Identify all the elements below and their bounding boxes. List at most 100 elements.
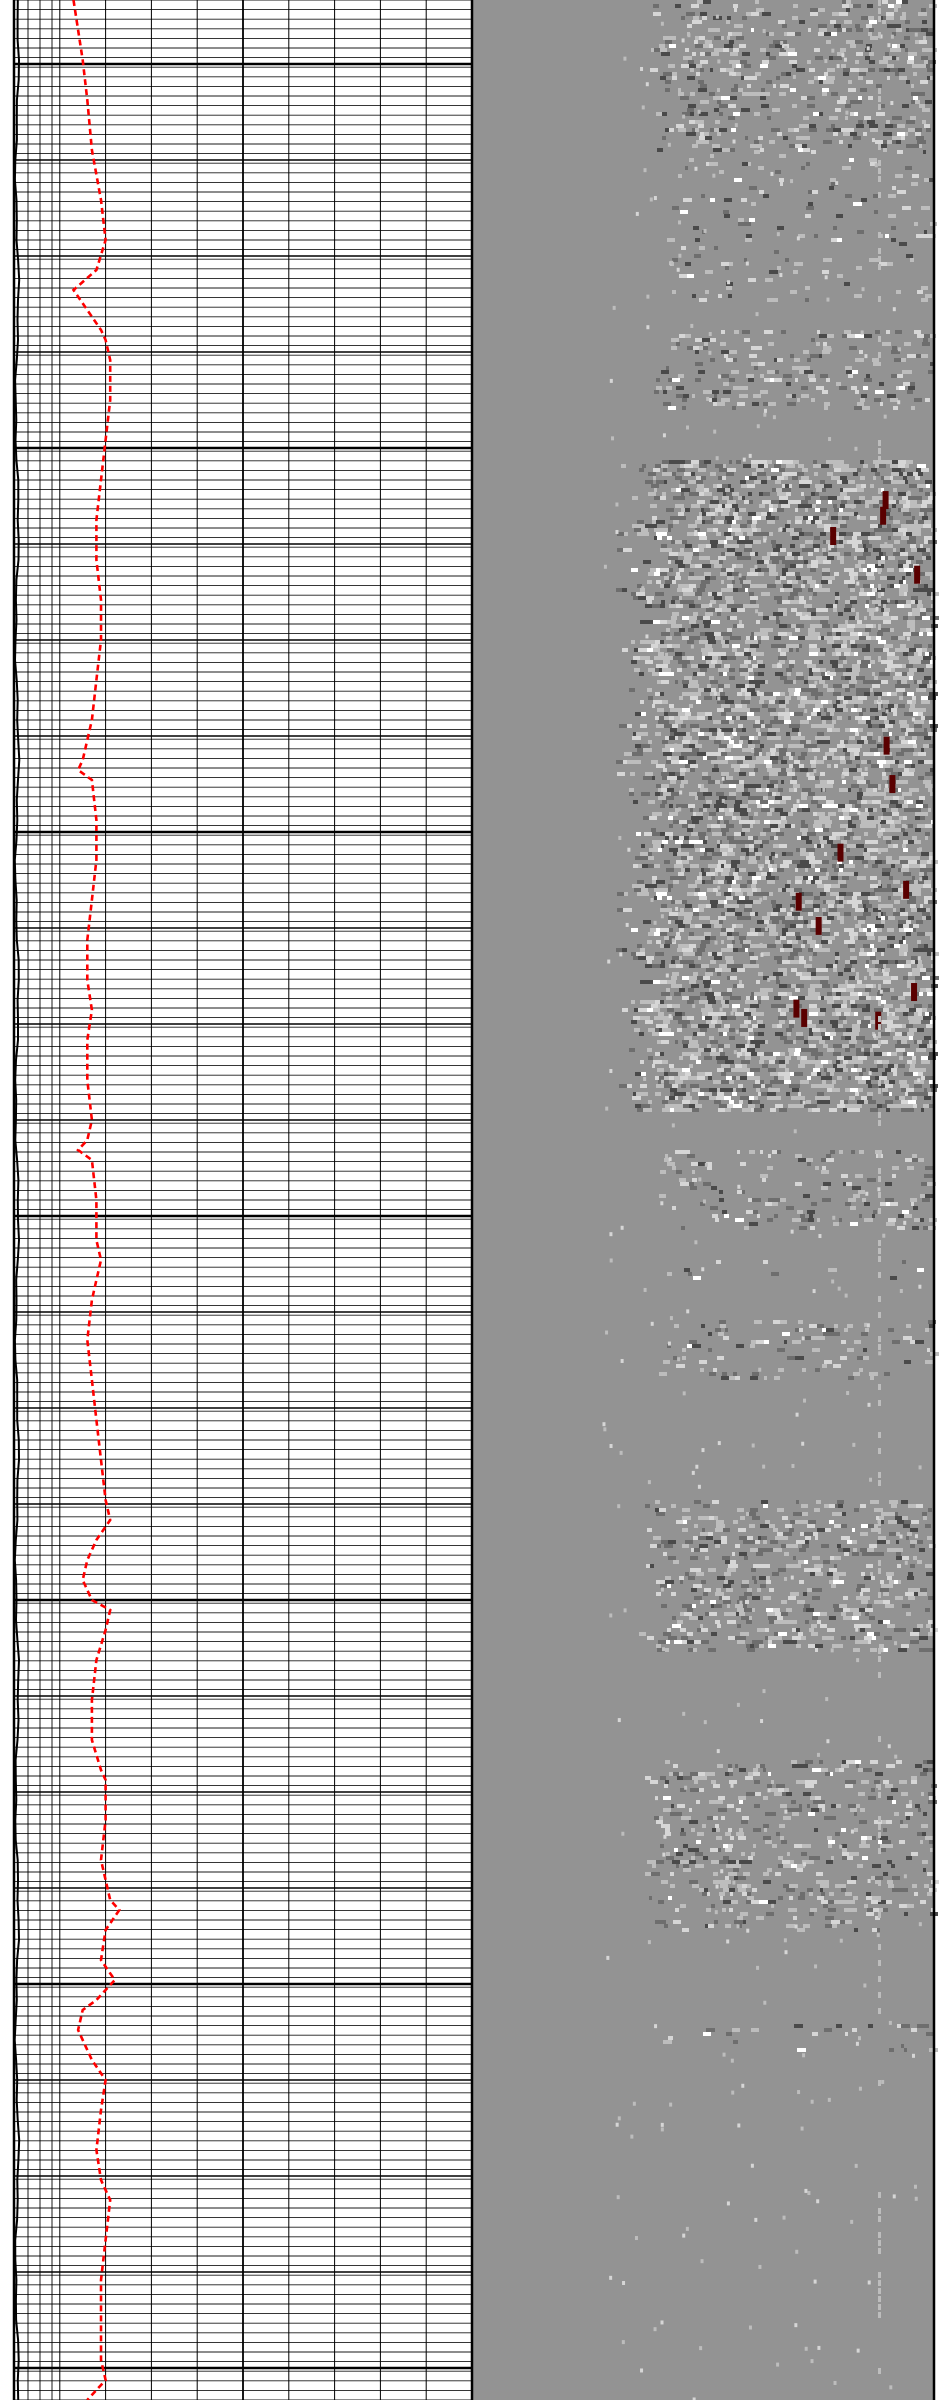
- image-pixel: [924, 944, 928, 948]
- image-pixel: [748, 836, 753, 840]
- image-pixel: [817, 1100, 823, 1104]
- image-pixel: [723, 464, 726, 468]
- image-pixel: [742, 728, 746, 732]
- image-pixel: [790, 354, 794, 358]
- image-pixel: [658, 644, 667, 648]
- image-pixel: [751, 464, 758, 468]
- image-pixel: [834, 508, 839, 512]
- image-pixel: [780, 812, 788, 816]
- image-pixel: [792, 912, 800, 916]
- image-pixel: [796, 68, 805, 72]
- image-pixel: [682, 664, 687, 668]
- image-pixel: [917, 572, 925, 576]
- image-pixel: [912, 516, 915, 520]
- image-pixel: [768, 696, 776, 700]
- image-pixel: [771, 1004, 779, 1008]
- image-pixel: [708, 780, 715, 784]
- image-pixel: [903, 648, 909, 652]
- image-pixel: [874, 648, 883, 652]
- image-pixel: [680, 784, 684, 788]
- image-pixel: [766, 876, 775, 880]
- image-pixel: [879, 1032, 886, 1036]
- image-pixel: [717, 88, 720, 92]
- image-pixel: [807, 772, 814, 776]
- image-pixel: [895, 1096, 899, 1100]
- image-pixel: [742, 162, 748, 166]
- image-pixel: [695, 564, 702, 568]
- image-pixel: [891, 616, 898, 620]
- image-pixel: [855, 984, 859, 988]
- image-pixel: [811, 492, 815, 496]
- image-pixel: [662, 472, 667, 476]
- image-pixel: [837, 52, 844, 56]
- image-pixel: [781, 330, 786, 334]
- image-pixel: [693, 812, 696, 816]
- image-pixel: [828, 552, 833, 556]
- image-pixel: [888, 960, 895, 964]
- image-pixel: [745, 888, 752, 892]
- image-pixel: [890, 944, 894, 948]
- image-pixel: [689, 976, 697, 980]
- image-pixel: [629, 792, 634, 796]
- image-pixel: [919, 684, 927, 688]
- image-pixel: [716, 808, 719, 812]
- image-pixel: [660, 980, 667, 984]
- image-pixel: [883, 140, 887, 144]
- image-pixel: [924, 1088, 927, 1092]
- image-pixel: [777, 358, 783, 362]
- image-pixel: [898, 636, 905, 640]
- image-pixel: [892, 828, 901, 832]
- image-pixel: [776, 936, 780, 940]
- image-pixel: [655, 792, 660, 796]
- image-pixel: [859, 996, 866, 1000]
- image-pixel: [905, 20, 910, 24]
- image-pixel: [848, 144, 852, 148]
- image-pixel: [765, 860, 770, 864]
- image-pixel: [859, 928, 863, 932]
- image-pixel: [756, 1088, 760, 1092]
- image-pixel: [778, 788, 783, 792]
- image-pixel: [919, 1044, 927, 1048]
- image-pixel: [918, 472, 923, 476]
- image-pixel: [616, 588, 622, 592]
- image-pixel: [797, 864, 806, 868]
- image-pixel: [857, 744, 862, 748]
- image-pixel: [752, 784, 761, 788]
- image-pixel: [794, 262, 803, 266]
- image-pixel: [833, 128, 841, 132]
- image-pixel: [813, 992, 820, 996]
- image-pixel: [777, 600, 782, 604]
- image-pixel: [800, 848, 806, 852]
- image-pixel: [780, 864, 789, 868]
- image-pixel: [791, 824, 795, 828]
- image-pixel: [828, 700, 832, 704]
- image-pixel: [660, 584, 664, 588]
- image-pixel: [768, 708, 776, 712]
- image-pixel: [657, 708, 664, 712]
- image-pixel: [678, 128, 686, 132]
- image-pixel: [835, 460, 844, 464]
- image-pixel: [714, 394, 717, 398]
- image-pixel: [699, 136, 705, 140]
- image-pixel: [748, 872, 756, 876]
- image-pixel: [778, 656, 787, 660]
- image-pixel: [922, 20, 927, 24]
- image-pixel: [853, 836, 861, 840]
- image-pixel: [821, 588, 826, 592]
- image-pixel: [767, 476, 771, 480]
- image-pixel: [765, 680, 768, 684]
- image-pixel: [810, 584, 815, 588]
- image-pixel: [818, 636, 821, 640]
- image-pixel: [645, 524, 651, 528]
- image-pixel: [729, 720, 734, 724]
- image-pixel: [837, 1076, 842, 1080]
- image-pixel: [854, 1012, 858, 1016]
- image-pixel: [844, 282, 850, 286]
- image-pixel: [704, 916, 710, 920]
- image-pixel: [658, 1080, 662, 1084]
- image-pixel: [785, 924, 790, 928]
- image-pixel: [682, 112, 690, 116]
- image-pixel: [916, 688, 921, 692]
- image-pixel: [754, 584, 758, 588]
- image-pixel: [893, 908, 896, 912]
